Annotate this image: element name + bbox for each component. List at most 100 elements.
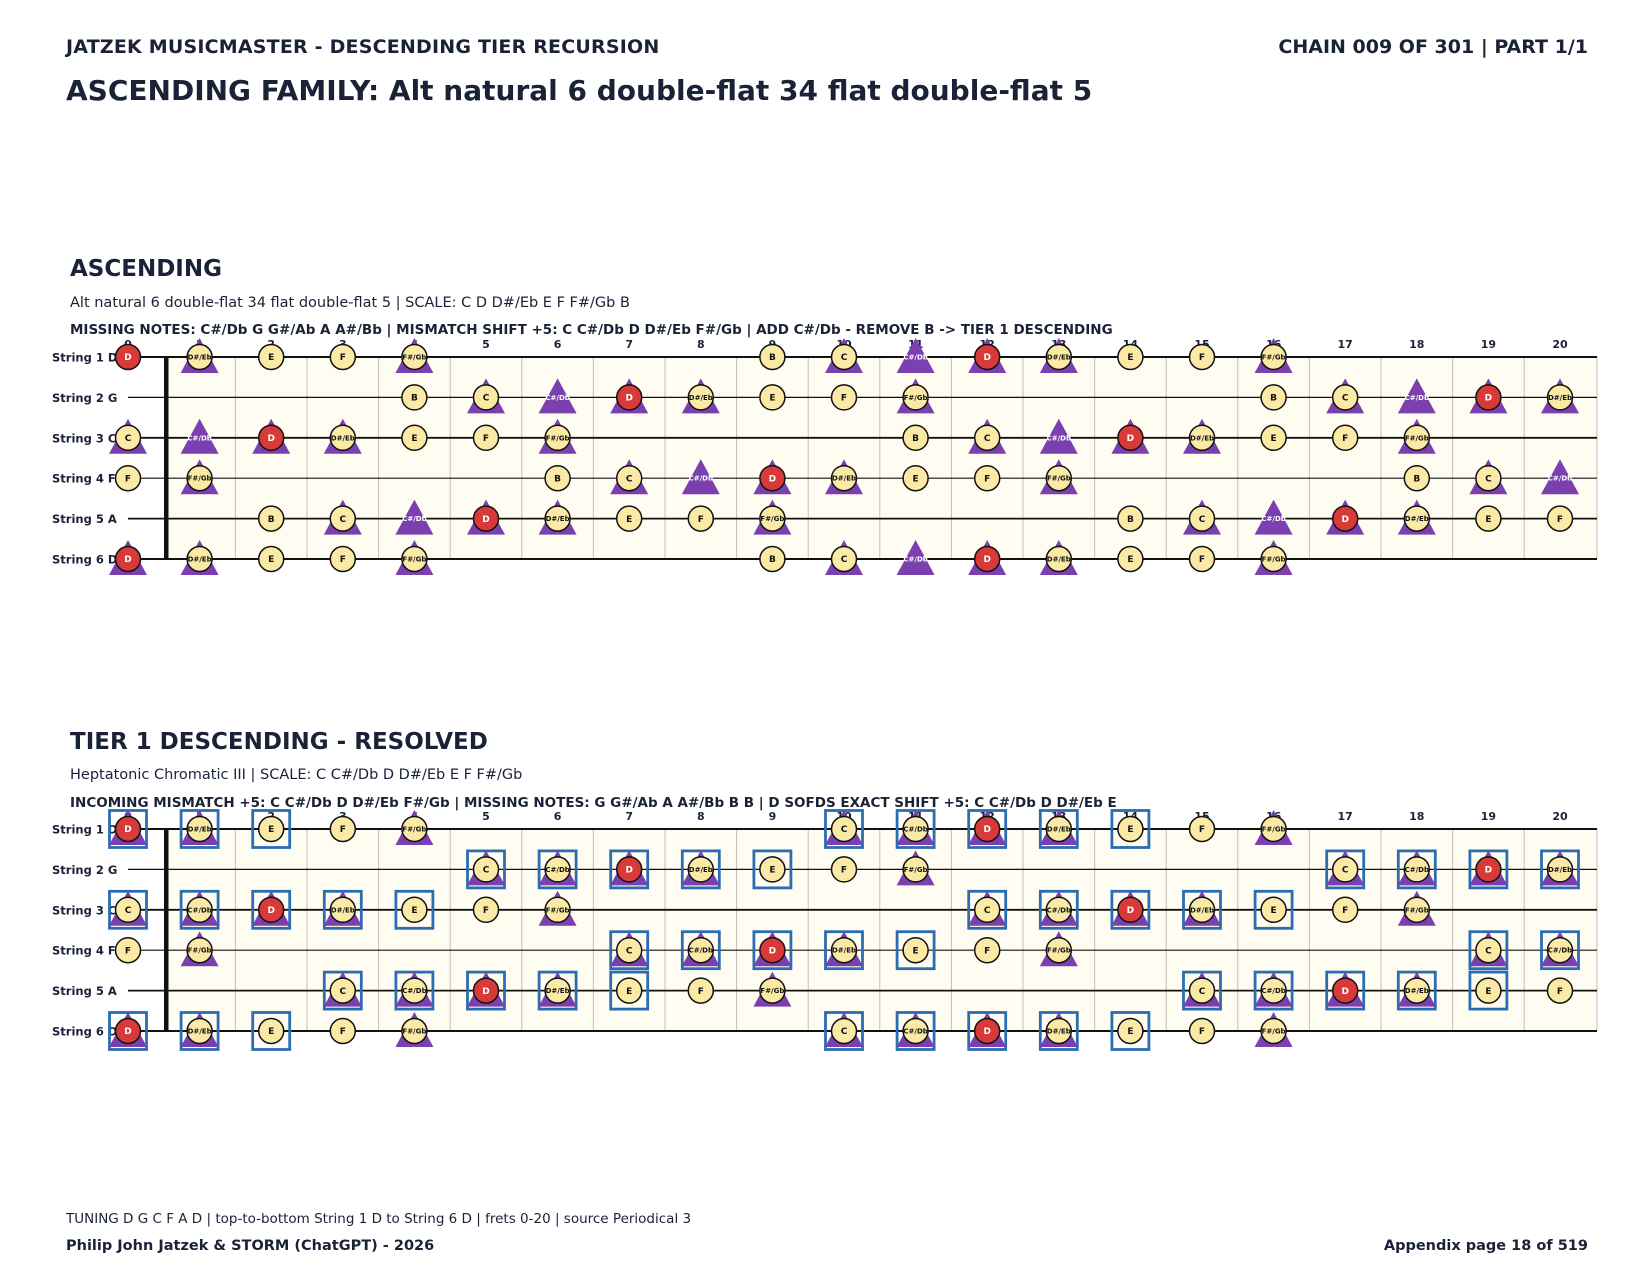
scale-note — [186, 1017, 213, 1045]
exact-shift-box — [752, 849, 793, 890]
note-marker: E — [1110, 809, 1151, 849]
note-label: D#/Eb — [546, 987, 570, 995]
note-marker: E — [1117, 343, 1144, 371]
note-marker: C#/Db — [1541, 459, 1579, 495]
section-1-info: MISSING NOTES: C#/Db G G#/Ab A A#/Bb | M… — [70, 322, 1113, 338]
note-label: D — [983, 1027, 990, 1037]
scale-note — [472, 384, 500, 411]
scale-note — [544, 856, 571, 883]
fret-number: 19 — [1481, 338, 1496, 351]
note-marker: D — [752, 930, 793, 971]
note-label: D — [983, 825, 990, 835]
fret-number: 8 — [697, 810, 705, 823]
note-label: D — [124, 825, 131, 835]
note-marker: F — [973, 464, 1001, 492]
footer-credit: Philip John Jatzek & STORM (ChatGPT) - 2… — [66, 1238, 435, 1254]
note-marker: D — [968, 540, 1007, 575]
scale-note — [902, 856, 929, 883]
scale-note — [114, 424, 142, 452]
scale-note — [687, 977, 715, 1004]
note-label: F — [1199, 1027, 1205, 1037]
note-marker: F — [1188, 343, 1216, 371]
note-marker: D#/Eb — [681, 378, 720, 414]
note-label: D#/Eb — [1190, 906, 1214, 914]
scale-note — [973, 896, 1001, 924]
note-marker: F#/Gb — [180, 459, 219, 495]
header-left: JATZEK MUSICMASTER - DESCENDING TIER REC… — [66, 36, 660, 58]
note-label: E — [1127, 1027, 1133, 1037]
note-label: C#/Db — [1047, 906, 1071, 914]
scale-note — [615, 977, 643, 1004]
scale-note — [1260, 896, 1287, 924]
note-label: E — [1127, 555, 1133, 565]
scale-note — [1331, 856, 1359, 883]
scale-note — [1403, 977, 1431, 1004]
scale-note — [1045, 464, 1073, 492]
fretboard-tier1-descending: String 1 D String 2 G String 3 C String 4 F… — [52, 809, 1598, 1051]
note-label: D#/Eb — [546, 515, 570, 523]
note-marker: F — [329, 815, 357, 843]
note-marker: D — [967, 1011, 1008, 1051]
note-label: C#/Db — [1405, 394, 1429, 402]
note-marker: D#/Eb — [1038, 1011, 1079, 1051]
note-label: D — [1341, 515, 1348, 525]
note-label: C — [1199, 987, 1206, 997]
note-label: F — [483, 434, 489, 444]
root-note — [114, 545, 142, 573]
note-label: F — [841, 866, 847, 876]
note-marker: C#/Db — [395, 499, 434, 535]
note-label: D — [1127, 906, 1134, 916]
note-marker: F — [1188, 815, 1216, 843]
note-marker: F — [329, 545, 357, 573]
note-marker: D#/Eb — [537, 970, 578, 1011]
note-marker: E — [257, 545, 285, 573]
scale-note — [1331, 384, 1359, 411]
scale-note — [1403, 856, 1431, 883]
note-label: D#/Eb — [331, 906, 355, 914]
note-label: B — [769, 555, 776, 565]
scale-note — [329, 424, 357, 452]
note-label: D#/Eb — [832, 475, 856, 483]
fret-number: 6 — [554, 338, 562, 351]
note-label: D — [1341, 987, 1348, 997]
note-label: E — [769, 394, 775, 404]
note-marker: F#/Gb — [538, 890, 577, 926]
scale-note — [544, 896, 571, 924]
root-note — [973, 545, 1001, 573]
note-marker: C — [1469, 459, 1508, 495]
scale-note — [401, 1017, 428, 1045]
scale-note — [544, 505, 571, 532]
scale-note — [687, 936, 715, 964]
note-label: C#/Db — [1548, 475, 1572, 483]
note-marker: C#/Db — [1397, 378, 1436, 414]
note-label: E — [1485, 515, 1491, 525]
note-marker: F#/Gb — [538, 418, 577, 454]
note-label: E — [268, 825, 274, 835]
root-note — [257, 896, 285, 924]
note-label: D#/Eb — [689, 394, 713, 402]
scale-note — [114, 464, 142, 492]
scale-note — [830, 815, 858, 843]
note-label: D#/Eb — [188, 354, 212, 362]
scale-note — [472, 856, 500, 883]
root-note — [114, 1017, 142, 1045]
note-label: D — [1485, 866, 1492, 876]
note-label: D#/Eb — [188, 1028, 212, 1036]
fret-number: 17 — [1338, 810, 1353, 823]
note-label: D — [983, 555, 990, 565]
scale-note — [257, 1017, 285, 1045]
note-label: E — [1127, 825, 1133, 835]
scale-note — [186, 343, 213, 371]
scale-note — [1188, 343, 1216, 371]
exact-shift-box — [251, 1011, 292, 1051]
section-1-subtitle: Alt natural 6 double-flat 34 flat double… — [70, 295, 630, 311]
note-marker: D#/Eb — [180, 540, 219, 575]
note-label: E — [626, 515, 632, 525]
note-marker: C#/Db — [1038, 889, 1079, 930]
note-label: D#/Eb — [1548, 394, 1572, 402]
note-label: B — [268, 515, 275, 525]
note-marker: B — [1260, 384, 1287, 411]
note-label: C#/Db — [903, 354, 927, 362]
exact-shift-box — [394, 889, 435, 930]
footer-tuning: TUNING D G C F A D | top-to-bottom Strin… — [66, 1211, 692, 1227]
